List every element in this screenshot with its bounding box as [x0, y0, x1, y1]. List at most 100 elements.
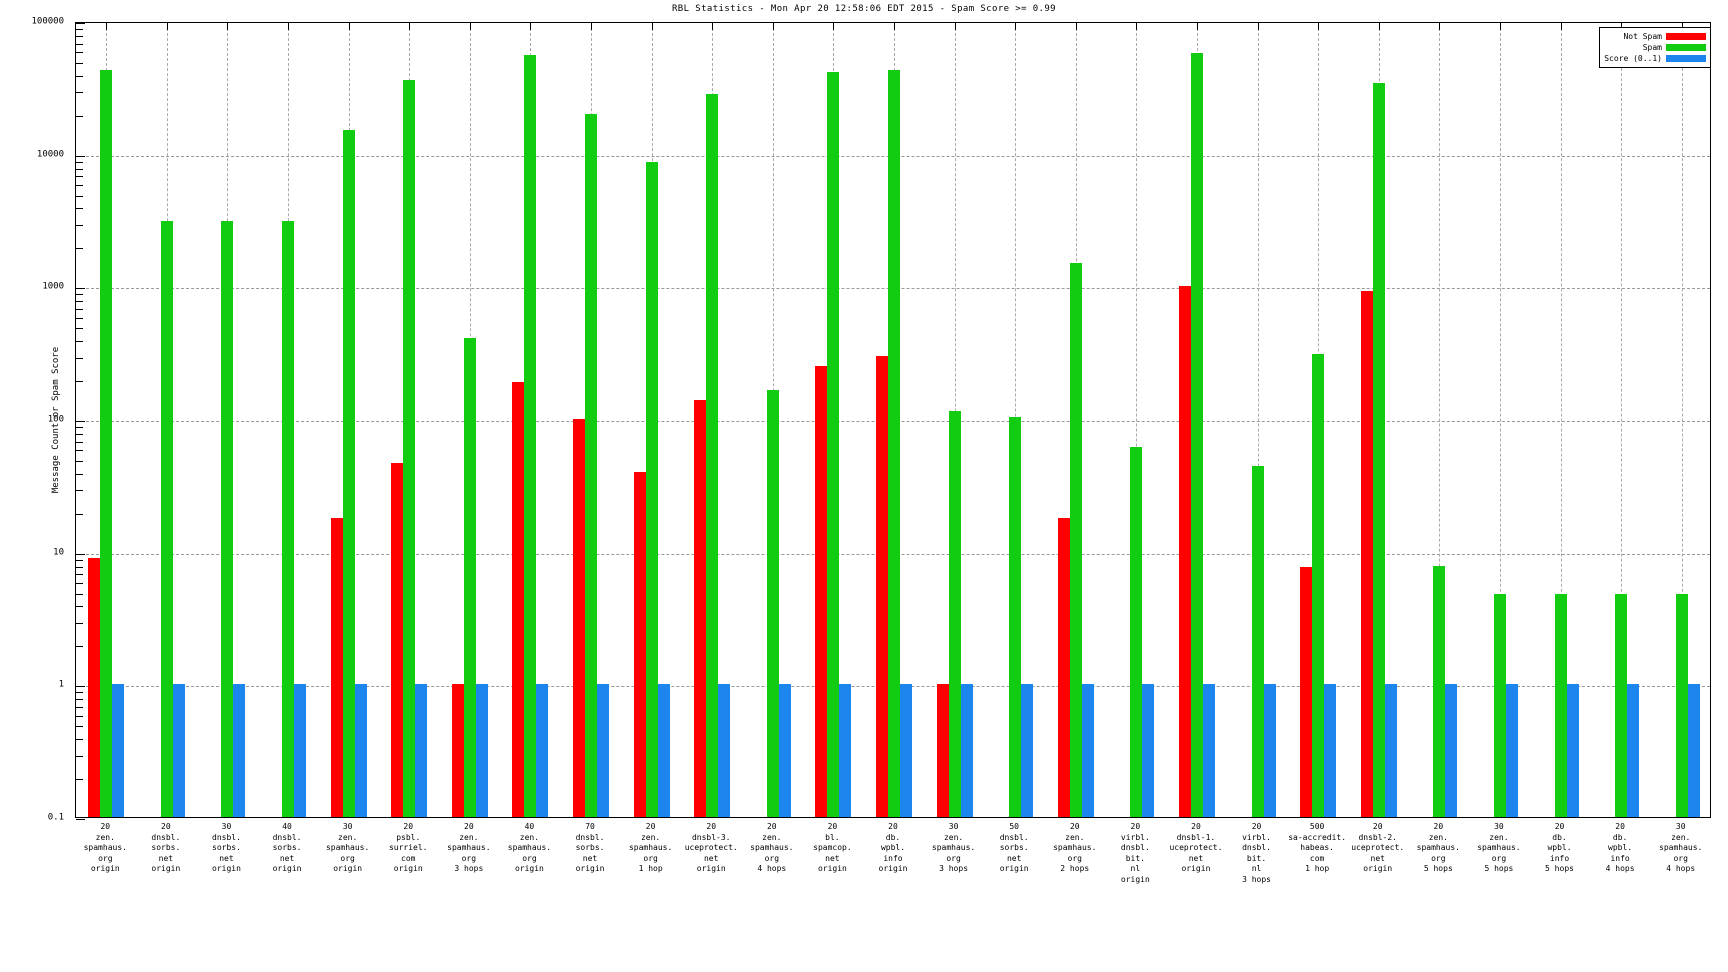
bar-score[interactable] [1263, 684, 1276, 817]
bar-group[interactable] [512, 23, 549, 817]
bar-group[interactable] [209, 23, 246, 817]
bar-spam[interactable] [948, 410, 961, 817]
bar-group[interactable] [815, 23, 852, 817]
bar-group[interactable] [1664, 23, 1700, 817]
bar-group[interactable] [755, 23, 791, 817]
bar-score[interactable] [536, 684, 549, 817]
bar-group[interactable] [1300, 23, 1337, 817]
bar-spam[interactable] [1251, 466, 1264, 817]
bar-not-spam[interactable] [876, 355, 888, 817]
bar-group[interactable] [936, 23, 973, 817]
bar-score[interactable] [1687, 684, 1700, 817]
bar-not-spam[interactable] [1360, 290, 1373, 817]
bar-spam[interactable] [282, 221, 295, 817]
bar-score[interactable] [960, 684, 973, 817]
bar-group[interactable] [633, 23, 670, 817]
x-axis-label-line: nl [1130, 864, 1141, 873]
bar-not-spam[interactable] [451, 684, 464, 817]
bar-score[interactable] [294, 684, 307, 817]
bar-score[interactable] [597, 684, 610, 817]
bar-spam[interactable] [1312, 353, 1325, 817]
bar-score[interactable] [1081, 684, 1094, 817]
bar-not-spam[interactable] [1178, 286, 1191, 817]
bar-spam[interactable] [1675, 593, 1688, 817]
bar-not-spam[interactable] [694, 399, 707, 817]
bar-score[interactable] [1202, 684, 1215, 817]
bar-group[interactable] [1421, 23, 1458, 817]
bar-spam[interactable] [1190, 53, 1203, 817]
bar-spam[interactable] [100, 69, 113, 817]
bar-not-spam[interactable] [391, 462, 404, 817]
bar-group[interactable] [88, 23, 125, 817]
bar-group[interactable] [1057, 23, 1094, 817]
bar-group[interactable] [1603, 23, 1640, 817]
bar-spam[interactable] [160, 221, 173, 817]
bar-not-spam[interactable] [88, 557, 101, 817]
bar-spam[interactable] [403, 79, 416, 817]
bar-score[interactable] [900, 684, 912, 817]
bar-not-spam[interactable] [815, 366, 828, 817]
bar-not-spam[interactable] [330, 517, 343, 817]
bar-spam[interactable] [221, 221, 234, 817]
bar-group[interactable] [876, 23, 912, 817]
bar-spam[interactable] [1372, 83, 1385, 817]
bar-score[interactable] [475, 684, 488, 817]
bar-score[interactable] [354, 684, 367, 817]
bar-not-spam[interactable] [1300, 566, 1313, 817]
bar-spam[interactable] [585, 113, 598, 817]
bar-spam[interactable] [1130, 446, 1143, 817]
bar-group[interactable] [451, 23, 488, 817]
bar-group[interactable] [330, 23, 367, 817]
bar-group[interactable] [1360, 23, 1397, 817]
bar-not-spam[interactable] [573, 419, 586, 817]
bar-score[interactable] [657, 684, 670, 817]
bar-score[interactable] [1142, 684, 1155, 817]
bar-spam[interactable] [1433, 565, 1446, 817]
bar-spam[interactable] [1069, 262, 1082, 817]
bar-spam[interactable] [342, 130, 355, 817]
bar-not-spam[interactable] [512, 382, 525, 817]
bar-score[interactable] [1566, 684, 1579, 817]
bar-spam[interactable] [1615, 593, 1628, 817]
bar-group[interactable] [149, 23, 185, 817]
bar-not-spam[interactable] [1057, 517, 1070, 817]
bar-group[interactable] [391, 23, 428, 817]
bar-group[interactable] [997, 23, 1034, 817]
bar-score[interactable] [718, 684, 731, 817]
bar-score[interactable] [1384, 684, 1397, 817]
bar-score[interactable] [112, 684, 125, 817]
bar-spam[interactable] [888, 69, 900, 817]
bar-score[interactable] [1627, 684, 1640, 817]
bar-spam[interactable] [1493, 593, 1506, 817]
bar-spam[interactable] [645, 161, 658, 817]
bar-group[interactable] [1240, 23, 1276, 817]
bar-score[interactable] [839, 684, 852, 817]
bar-score[interactable] [1021, 684, 1034, 817]
bar-group[interactable] [1543, 23, 1579, 817]
bar-spam[interactable] [706, 94, 719, 817]
bar-score[interactable] [172, 684, 185, 817]
bar-score[interactable] [778, 684, 791, 817]
bar-score[interactable] [1445, 684, 1458, 817]
x-axis-label-line: origin [878, 864, 908, 873]
bar-group[interactable] [573, 23, 610, 817]
bar-spam[interactable] [766, 390, 779, 817]
bar-group[interactable] [694, 23, 731, 817]
x-axis-label-line: spamhaus. [1053, 843, 1097, 852]
bar-group[interactable] [1118, 23, 1155, 817]
bar-group[interactable] [270, 23, 307, 817]
bar-score[interactable] [1324, 684, 1337, 817]
bar-group[interactable] [1178, 23, 1215, 817]
bar-score[interactable] [233, 684, 246, 817]
bar-not-spam[interactable] [633, 471, 646, 817]
x-axis-label-line: org [764, 853, 780, 863]
bar-score[interactable] [415, 684, 428, 817]
bar-spam[interactable] [827, 72, 840, 817]
bar-spam[interactable] [1554, 593, 1567, 817]
bar-spam[interactable] [1009, 417, 1022, 817]
bar-spam[interactable] [463, 337, 476, 817]
bar-not-spam[interactable] [936, 684, 949, 817]
bar-group[interactable] [1482, 23, 1518, 817]
bar-spam[interactable] [524, 55, 537, 817]
bar-score[interactable] [1505, 684, 1518, 817]
